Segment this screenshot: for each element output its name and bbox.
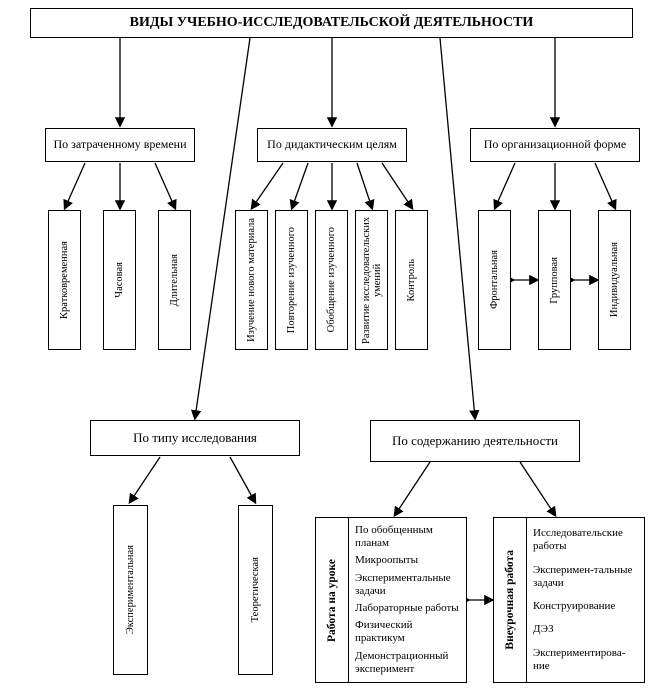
leaf-label: Экспериментальная	[125, 545, 136, 634]
leaf-time-1: Часовая	[103, 210, 136, 350]
leaf-goals-3: Развитие исследовательских умений	[355, 210, 388, 350]
list-item: По обобщенным планам	[355, 524, 460, 550]
leaf-goals-1: Повторение изученного	[275, 210, 308, 350]
leaf-label: Обобщение изученного	[326, 227, 337, 332]
side-label: Внеурочная работа	[504, 550, 516, 650]
branch-goals: По дидактическим целям	[257, 128, 407, 162]
leaf-form-0: Фронтальная	[478, 210, 511, 350]
leaf-label: Развитие исследовательских умений	[361, 215, 383, 345]
list-item: Исследовательские работы	[533, 527, 638, 553]
list-item: Конструирование	[533, 600, 638, 613]
branch-form: По организационной форме	[470, 128, 640, 162]
list-item: ДЭЗ	[533, 623, 638, 636]
leaf-label: Изучение нового материала	[246, 218, 257, 342]
content-list: По обобщенным планам Микроопыты Эксперим…	[349, 518, 466, 682]
branch-time: По затраченному времени	[45, 128, 195, 162]
side-label: Работа на уроке	[326, 559, 338, 642]
list-item: Физический практикум	[355, 619, 460, 645]
branch-content: По содержанию деятельности	[370, 420, 580, 462]
leaf-label: Кратковременная	[59, 241, 70, 319]
content-child-0: Работа на уроке По обобщенным планам Мик…	[315, 517, 467, 683]
leaf-goals-2: Обобщение изученного	[315, 210, 348, 350]
leaf-goals-4: Контроль	[395, 210, 428, 350]
leaf-goals-0: Изучение нового материала	[235, 210, 268, 350]
leaf-label: Групповая	[549, 257, 560, 304]
leaf-label: Контроль	[406, 259, 417, 301]
list-item: Демонстрационный эксперимент	[355, 650, 460, 676]
list-item: Эксперимен-тальные задачи	[533, 564, 638, 590]
leaf-label: Повторение изученного	[286, 227, 297, 333]
root-box: ВИДЫ УЧЕБНО-ИССЛЕДОВАТЕЛЬСКОЙ ДЕЯТЕЛЬНОС…	[30, 8, 633, 38]
list-item: Микроопыты	[355, 554, 460, 567]
content-list: Исследовательские работы Эксперимен-таль…	[527, 518, 644, 682]
list-item: Лабораторные работы	[355, 602, 460, 615]
leaf-type-0: Экспериментальная	[113, 505, 148, 675]
list-item: Экспериментальные задачи	[355, 572, 460, 598]
leaf-time-2: Длительная	[158, 210, 191, 350]
leaf-label: Фронтальная	[489, 250, 500, 309]
leaf-label: Длительная	[169, 254, 180, 306]
leaf-time-0: Кратковременная	[48, 210, 81, 350]
leaf-form-1: Групповая	[538, 210, 571, 350]
content-child-1: Внеурочная работа Исследовательские рабо…	[493, 517, 645, 683]
branch-type: По типу исследования	[90, 420, 300, 456]
list-item: Экспериментирова-ние	[533, 647, 638, 673]
leaf-label: Теоретическая	[250, 557, 261, 622]
leaf-form-2: Индивидуальная	[598, 210, 631, 350]
leaf-type-1: Теоретическая	[238, 505, 273, 675]
leaf-label: Индивидуальная	[609, 242, 620, 317]
leaf-label: Часовая	[114, 262, 125, 298]
